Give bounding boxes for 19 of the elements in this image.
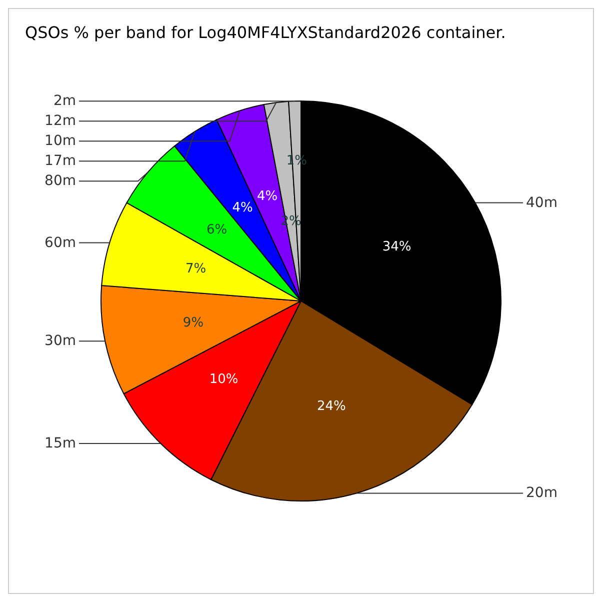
data-label: 4% — [257, 188, 278, 204]
slice-label: 12m — [44, 113, 76, 130]
slice-label: 60m — [44, 234, 76, 251]
slice-label: 20m — [526, 485, 558, 502]
chart-title: QSOs % per band for Log40MF4LYXStandard2026 container. — [25, 23, 506, 42]
slice-label: 2m — [53, 93, 76, 110]
data-label: 34% — [382, 239, 412, 254]
data-label: 4% — [232, 200, 253, 216]
slice-label: 10m — [44, 133, 76, 150]
slice-label: 17m — [44, 153, 76, 170]
slice-label: 80m — [44, 173, 76, 190]
slice-label: 15m — [44, 436, 76, 452]
data-label: 10% — [209, 372, 238, 387]
data-label: 24% — [316, 399, 346, 414]
data-label: 7% — [185, 261, 206, 276]
data-label: 9% — [182, 316, 204, 331]
data-label: 6% — [206, 222, 228, 238]
slice-label: 30m — [44, 333, 76, 350]
slice-label: 40m — [526, 194, 558, 211]
